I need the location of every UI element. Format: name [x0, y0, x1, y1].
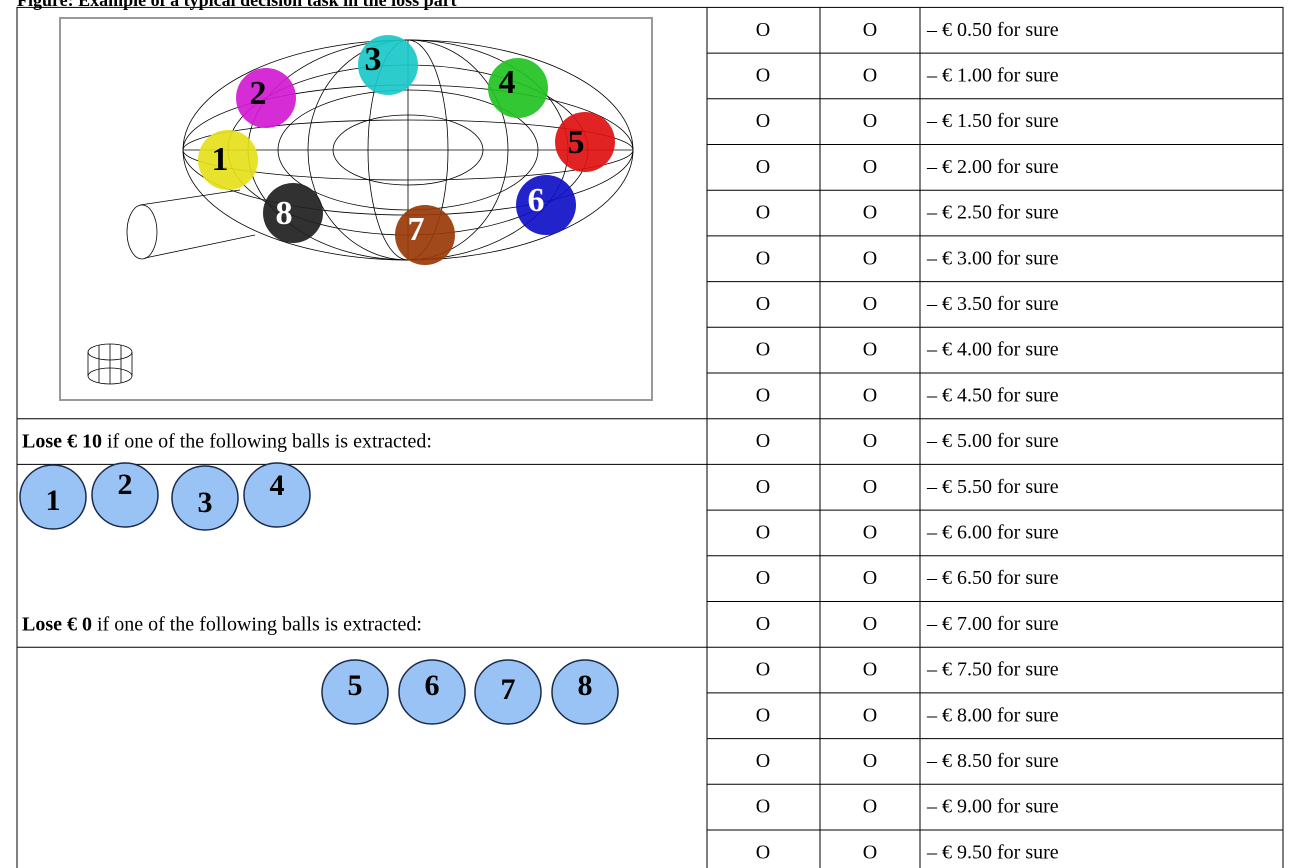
urn-ball [198, 130, 258, 190]
choice-left: O [756, 522, 770, 544]
urn-ball-label: 2 [250, 75, 267, 112]
choice-left: O [756, 384, 770, 406]
sure-amount: – € 7.50 for sure [926, 659, 1059, 681]
sure-amount: – € 2.00 for sure [926, 156, 1059, 178]
ball-number: 2 [118, 468, 133, 501]
ball-number: 6 [425, 669, 440, 702]
choice-left: O [756, 430, 770, 452]
ball-token [243, 462, 311, 528]
choice-left: O [756, 796, 770, 818]
choice-right: O [863, 384, 877, 406]
urn-ball-label: 8 [276, 195, 293, 232]
choice-right: O [863, 202, 877, 224]
choice-right: O [863, 522, 877, 544]
ball-token [91, 462, 159, 528]
urn-ball [395, 205, 455, 265]
ball-number: 3 [198, 486, 213, 519]
ball-number: 8 [578, 669, 593, 702]
sure-amount: – € 3.50 for sure [926, 293, 1059, 315]
sure-amount: – € 7.00 for sure [926, 613, 1059, 635]
lose-condition: if one of the following balls is extract… [102, 430, 432, 452]
choice-right: O [863, 339, 877, 361]
sure-amount: – € 9.00 for sure [926, 796, 1059, 818]
choice-right: O [863, 110, 877, 132]
caption: Figure: Example of a typical decision ta… [17, 0, 457, 10]
ball-number: 5 [348, 669, 363, 702]
sure-amount: – € 4.00 for sure [926, 339, 1059, 361]
lose-text: Lose € 0 if one of the following balls i… [22, 613, 422, 635]
table-border [16, 6, 1284, 868]
lose-amount: Lose € 0 [22, 613, 92, 635]
choice-right: O [863, 796, 877, 818]
urn-ball-label: 4 [499, 64, 516, 101]
choice-left: O [756, 65, 770, 87]
urn-ball [555, 112, 615, 172]
choice-left: O [756, 567, 770, 589]
sure-amount: – € 9.50 for sure [926, 841, 1059, 863]
urn-ball-label: 1 [212, 141, 229, 178]
choice-left: O [756, 750, 770, 772]
lose-amount: Lose € 10 [22, 430, 102, 452]
choice-right: O [863, 476, 877, 498]
urn-ball [488, 58, 548, 118]
choice-right: O [863, 293, 877, 315]
sure-amount: – € 6.50 for sure [926, 567, 1059, 589]
sure-amount: – € 0.50 for sure [926, 19, 1059, 41]
choice-right: O [863, 247, 877, 269]
sure-amount: – € 4.50 for sure [926, 384, 1059, 406]
sure-amount: – € 5.00 for sure [926, 430, 1059, 452]
choice-right: O [863, 841, 877, 863]
choice-left: O [756, 156, 770, 178]
urn-ball [358, 35, 418, 95]
choice-left: O [756, 841, 770, 863]
choice-left: O [756, 659, 770, 681]
ball-token [551, 659, 619, 725]
choice-left: O [756, 339, 770, 361]
sure-amount: – € 5.50 for sure [926, 476, 1059, 498]
urn-ball-label: 6 [528, 182, 545, 219]
urn-ball [236, 68, 296, 128]
ball-token [398, 659, 466, 725]
choice-right: O [863, 613, 877, 635]
choice-right: O [863, 19, 877, 41]
choice-right: O [863, 659, 877, 681]
lose-condition: if one of the following balls is extract… [92, 613, 422, 635]
choice-right: O [863, 704, 877, 726]
sure-amount: – € 3.00 for sure [926, 247, 1059, 269]
choice-left: O [756, 613, 770, 635]
choice-left: O [756, 19, 770, 41]
choice-right: O [863, 65, 877, 87]
urn-ball [263, 183, 323, 243]
lose-text: Lose € 10 if one of the following balls … [22, 430, 432, 452]
ball-number: 4 [270, 469, 285, 502]
choice-right: O [863, 156, 877, 178]
ball-token [19, 464, 87, 530]
choice-right: O [863, 430, 877, 452]
sure-amount: – € 2.50 for sure [926, 202, 1059, 224]
choice-left: O [756, 202, 770, 224]
urn-ball-label: 3 [365, 41, 382, 78]
choice-left: O [756, 293, 770, 315]
choice-left: O [756, 110, 770, 132]
ball-number: 7 [501, 673, 516, 706]
urn-ball [516, 175, 576, 235]
sure-amount: – € 1.50 for sure [926, 110, 1059, 132]
sure-amount: – € 8.00 for sure [926, 704, 1059, 726]
urn-ball-label: 7 [408, 211, 425, 248]
ball-token [474, 659, 542, 725]
choice-left: O [756, 704, 770, 726]
choice-left: O [756, 476, 770, 498]
choice-left: O [756, 247, 770, 269]
ball-number: 1 [46, 484, 61, 517]
ball-token [321, 659, 389, 725]
choice-right: O [863, 567, 877, 589]
ball-token [171, 465, 239, 531]
choice-right: O [863, 750, 877, 772]
sure-amount: – € 1.00 for sure [926, 65, 1059, 87]
sure-amount: – € 6.00 for sure [926, 522, 1059, 544]
urn-ball-label: 5 [568, 124, 585, 161]
sure-amount: – € 8.50 for sure [926, 750, 1059, 772]
